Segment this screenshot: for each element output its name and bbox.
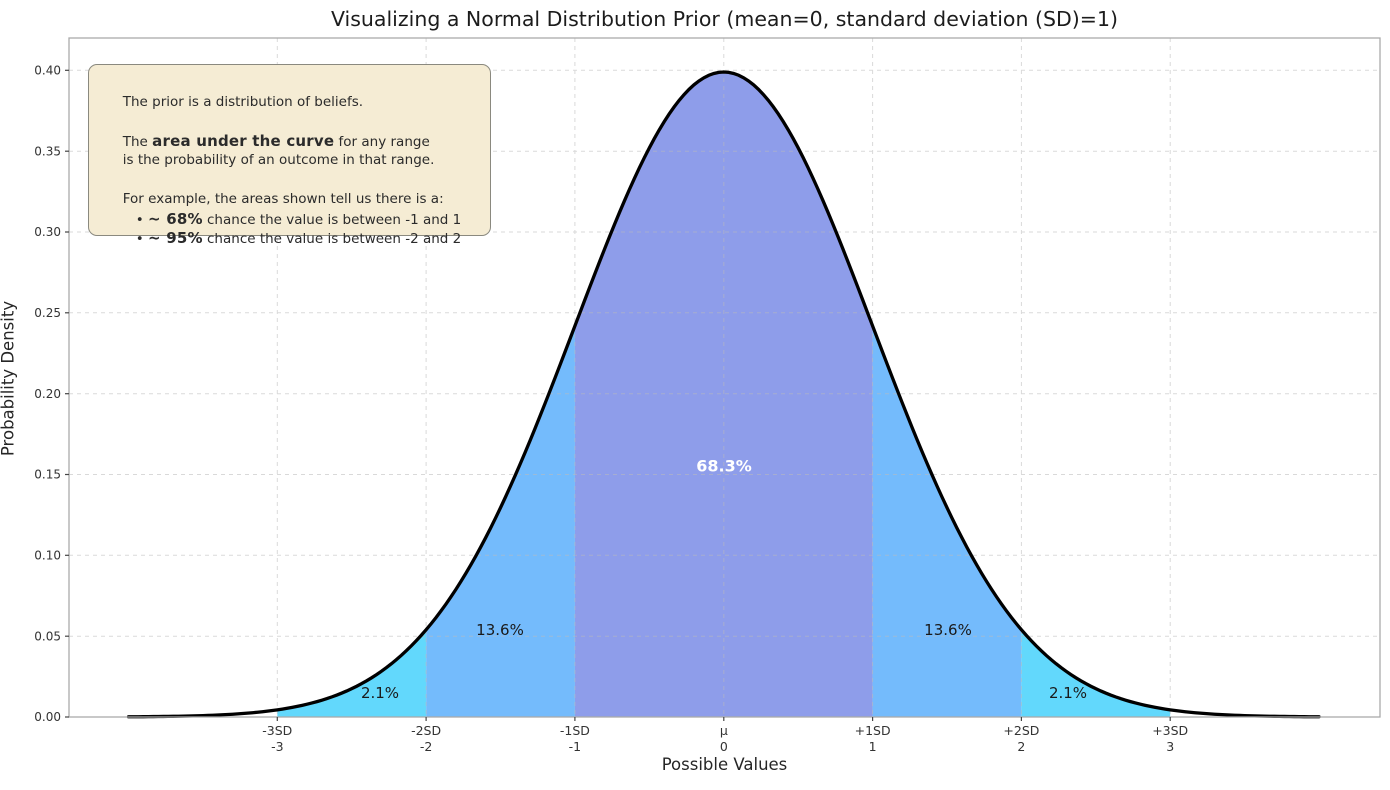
x-tick-sd-label: -2SD: [411, 723, 441, 738]
x-tick-num-label: 2: [1017, 739, 1025, 754]
y-tick-label: 0.10: [34, 549, 61, 563]
x-tick-sd-label: +2SD: [1003, 723, 1039, 738]
y-tick-label: 0.20: [34, 387, 61, 401]
x-tick-num-label: -3: [271, 739, 283, 754]
note-bullet-95: • ~ 95% chance the value is between -2 a…: [135, 229, 462, 247]
x-axis-label: Possible Values: [661, 755, 788, 774]
y-tick-label: 0.30: [34, 225, 61, 239]
chart-title: Visualizing a Normal Distribution Prior …: [330, 7, 1118, 31]
x-tick-sd-label: -3SD: [262, 723, 292, 738]
x-tick-sd-label: +1SD: [855, 723, 891, 738]
note-line: is the probability of an outcome in that…: [122, 152, 435, 168]
y-tick-label: 0.15: [34, 468, 61, 482]
x-tick-num-label: 0: [720, 739, 728, 754]
plot-border: [68, 37, 1381, 718]
region-probability-label: 13.6%: [924, 621, 972, 639]
x-tick-num-label: 3: [1166, 739, 1174, 754]
note-bullet-68: • ~ 68% chance the value is between -1 a…: [135, 209, 462, 228]
x-tick-sd-label: +3SD: [1152, 723, 1188, 738]
x-tick-sd-label: -1SD: [560, 723, 590, 738]
note-line: The area under the curve for any range: [122, 131, 430, 150]
y-tick-label: 0.25: [34, 306, 61, 320]
x-tick-num-label: -1: [569, 739, 581, 754]
y-tick-label: 0.00: [34, 710, 61, 724]
x-tick-num-label: 1: [869, 739, 877, 754]
region-probability-label: 2.1%: [360, 684, 400, 702]
y-tick-labels: 0.00 0.05 0.10 0.15 0.20 0.25 0.30 0.35 0.40: [34, 64, 61, 725]
note-line: For example, the areas shown tell us the…: [122, 191, 444, 207]
note-line: The prior is a distribution of beliefs.: [122, 93, 364, 110]
x-tick-num-label: -2: [420, 739, 432, 754]
region-probability-label: 2.1%: [1048, 684, 1088, 702]
x-tick-sd-label: μ: [720, 723, 728, 738]
region-right-tail-2sd-3sd: [1021, 629, 1171, 717]
y-tick-label: 0.40: [34, 64, 61, 78]
y-tick-label: 0.05: [34, 629, 61, 643]
region-left-tail-2sd-3sd: [277, 629, 427, 717]
density-curve: [126, 70, 1321, 719]
y-tick-label: 0.35: [34, 144, 61, 158]
region-probability-label: 68.3%: [696, 456, 752, 476]
explanation-note-box: The prior is a distribution of beliefs. …: [88, 64, 491, 247]
tick-marks: [65, 69, 1171, 721]
region-probability-label: 13.6%: [476, 621, 524, 639]
y-axis-label: Probability Density: [0, 300, 18, 457]
